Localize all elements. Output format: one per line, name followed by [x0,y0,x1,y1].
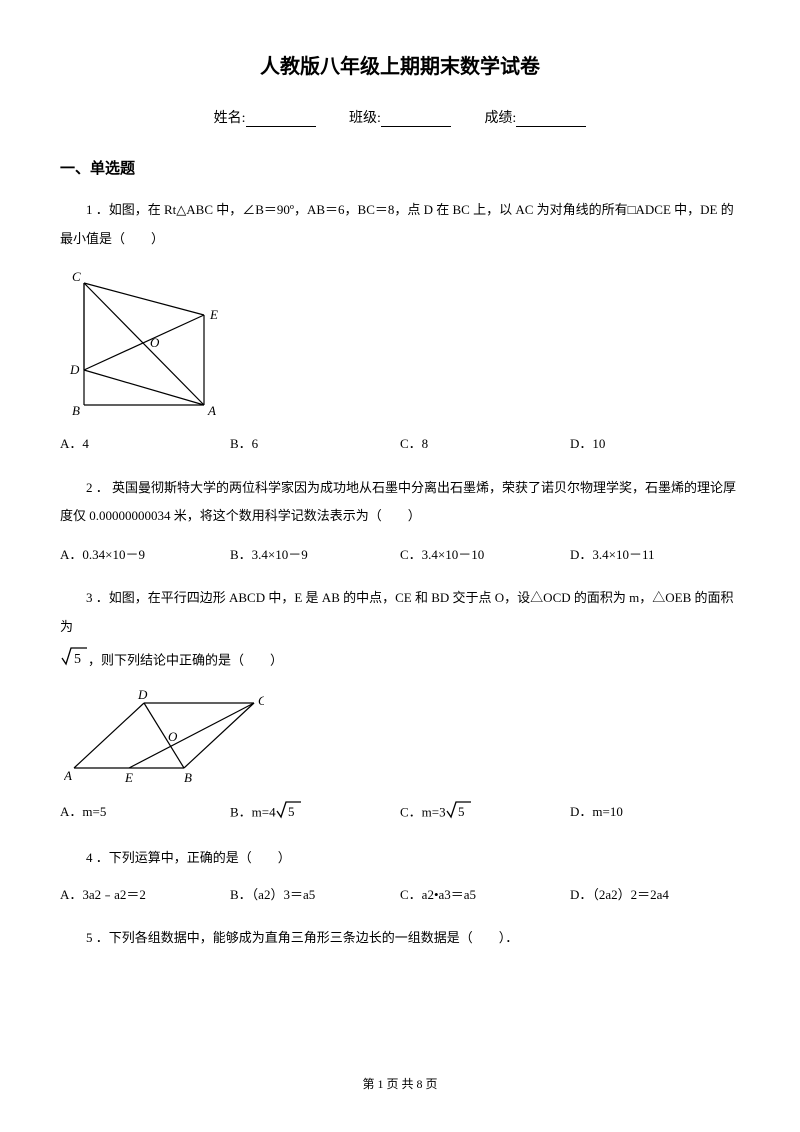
q3-optc-prefix: C．m= [400,805,439,820]
q2-opt-d: D．3.4×10－11 [570,543,740,566]
class-label: 班级: [349,111,381,126]
q1-opt-c: C．8 [400,432,570,455]
svg-text:5: 5 [288,804,295,819]
student-info-row: 姓名: 班级: 成绩: [60,107,740,127]
q1-opt-d: D．10 [570,432,740,455]
name-label: 姓名: [214,111,246,126]
footer-prefix: 第 [362,1077,377,1091]
question-2-options: A．0.34×10－9 B．3.4×10－9 C．3.4×10－10 D．3.4… [60,543,740,566]
question-1-options: A．4 B．6 C．8 D．10 [60,432,740,455]
question-3-text-line2: 5 ，则下列结论中正确的是（ ） [60,645,740,678]
question-1-text: 1 ．如图，在 Rt△ABC 中，∠B＝90º，AB＝6，BC＝8，点 D 在 … [60,196,740,253]
svg-text:A: A [64,768,72,783]
q4-opt-b: B．（a2）3＝a5 [230,883,400,906]
svg-text:O: O [150,335,160,350]
q3-opt-d: D．m=10 [570,800,740,827]
question-5-text: 5 ．下列各组数据中，能够成为直角三角形三条边长的一组数据是（ ）． [60,925,740,951]
page-footer: 第 1 页 共 8 页 [0,1075,800,1092]
svg-text:E: E [124,770,133,783]
svg-text:D: D [137,688,148,702]
q4-opt-a: A．3a2﹣a2＝2 [60,883,230,906]
q2-opt-b: B．3.4×10－9 [230,543,400,566]
question-4-options: A．3a2﹣a2＝2 B．（a2）3＝a5 C．a2•a3＝a5 D．（2a2）… [60,883,740,906]
svg-text:E: E [209,307,218,322]
q2-opt-a: A．0.34×10－9 [60,543,230,566]
svg-text:O: O [168,729,178,744]
question-3-figure: A B C D E O [64,688,740,788]
svg-text:5: 5 [458,804,465,819]
q4-opt-d: D．（2a2）2＝2a4 [570,883,740,906]
score-blank [516,113,586,127]
footer-suffix: 页 [423,1077,438,1091]
q1-opt-b: B．6 [230,432,400,455]
question-2-text: 2 ． 英国曼彻斯特大学的两位科学家因为成功地从石墨中分离出石墨烯，荣获了诺贝尔… [60,474,740,531]
sqrt-icon: 5 [276,800,302,827]
svg-text:B: B [184,770,192,783]
section-1-heading: 一、单选题 [60,157,740,178]
sqrt-5-icon: 5 [60,645,88,678]
footer-mid: 页 共 [383,1077,416,1091]
svg-text:C: C [72,269,81,284]
exam-title: 人教版八年级上期期末数学试卷 [60,50,740,79]
question-3-options: A．m=5 B．m=45 C．m=35 D．m=10 [60,800,740,827]
sqrt-icon: 5 [446,800,472,827]
svg-text:C: C [258,693,264,708]
score-label: 成绩: [484,111,516,126]
question-1-figure: B A C E D O [64,265,740,420]
q3-opt-a: A．m=5 [60,800,230,827]
q3-text-b: ，则下列结论中正确的是（ ） [88,653,283,668]
q3-optb-prefix: B．m= [230,805,269,820]
q4-opt-c: C．a2•a3＝a5 [400,883,570,906]
q2-opt-c: C．3.4×10－10 [400,543,570,566]
name-blank [246,113,316,127]
question-4-text: 4 ．下列运算中，正确的是（ ） [60,845,740,871]
q3-opt-c: C．m=35 [400,800,570,827]
svg-text:5: 5 [74,652,81,667]
q3-opt-b: B．m=45 [230,800,400,827]
question-3-text: 3 ．如图，在平行四边形 ABCD 中，E 是 AB 的中点，CE 和 BD 交… [60,584,740,641]
svg-text:A: A [207,403,216,415]
q1-opt-a: A．4 [60,432,230,455]
svg-text:B: B [72,403,80,415]
svg-text:D: D [69,362,80,377]
q3-text-a: 3 ．如图，在平行四边形 ABCD 中，E 是 AB 的中点，CE 和 BD 交… [60,590,734,634]
class-blank [381,113,451,127]
